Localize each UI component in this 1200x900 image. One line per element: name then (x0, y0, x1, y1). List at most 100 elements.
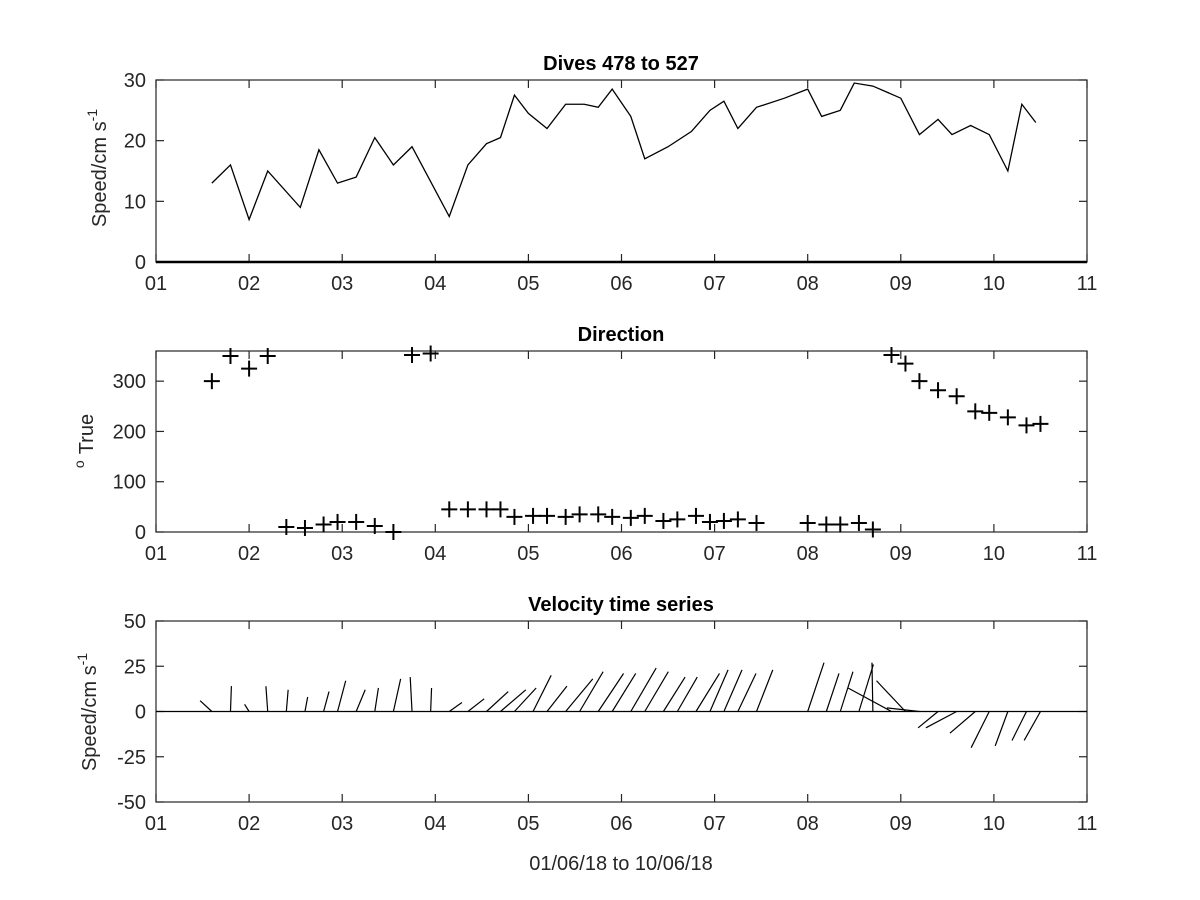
speed-x-tick-label: 03 (331, 273, 353, 295)
velocity-vector-stick (1023, 711, 1041, 741)
velocity-vector-stick (917, 711, 939, 729)
direction-data-point (1032, 415, 1049, 432)
direction-data-point (478, 501, 495, 518)
direction-data-point (701, 513, 718, 530)
velocity-vector-stick (430, 687, 433, 712)
velocity-vector-stick (737, 673, 757, 712)
speed-plot-area: 01 02 03 04 05 06 07 08 09 10 11 0 10 20 30 (124, 70, 1098, 295)
velocity-vector-stick (265, 686, 269, 712)
velocity-vector-stick (374, 687, 379, 712)
velocity-x-tick-label: 09 (890, 813, 912, 835)
velocity-vector-stick (244, 703, 250, 712)
direction-x-tick-label: 11 (1077, 543, 1098, 565)
velocity-x-tick-label: 02 (238, 813, 260, 835)
speed-x-tick-label: 10 (983, 273, 1005, 295)
velocity-vector-stick (630, 667, 657, 712)
direction-data-point (385, 524, 402, 540)
velocity-x-tick-label: 10 (983, 813, 1005, 835)
direction-data-point (799, 514, 816, 531)
direction-data-point (864, 521, 881, 538)
velocity-vector-stick (336, 680, 347, 712)
velocity-y-tick-label: 0 (135, 702, 146, 724)
velocity-x-tick-label: 08 (797, 813, 819, 835)
direction-x-tick-label: 04 (424, 543, 446, 565)
direction-x-tick-label: 05 (517, 543, 539, 565)
velocity-x-axis-label: 01/06/18 to 10/06/18 (529, 853, 713, 875)
velocity-x-tick-label: 07 (703, 813, 725, 835)
velocity-y-axis-label: Speed/cm s-1 (74, 653, 101, 771)
direction-x-tick-label: 03 (331, 543, 353, 565)
direction-data-point (622, 509, 639, 526)
direction-data-point (557, 508, 574, 525)
velocity-vector-stick (323, 691, 330, 712)
speed-y-tick-label: 10 (124, 191, 146, 213)
velocity-x-tick-label: 03 (331, 813, 353, 835)
speed-chart-title: Dives 478 to 527 (543, 53, 699, 75)
velocity-vector-stick (285, 689, 289, 712)
speed-x-tick-label: 06 (610, 273, 632, 295)
direction-data-point (525, 507, 542, 524)
velocity-vector-stick (355, 689, 366, 712)
direction-data-point (329, 513, 346, 530)
direction-data-point (492, 501, 509, 518)
velocity-y-tick-label: 50 (124, 611, 146, 633)
direction-x-tick-label: 07 (703, 543, 725, 565)
velocity-vector-stick (755, 669, 774, 712)
direction-data-point (999, 409, 1016, 426)
velocity-vector-stick (565, 678, 594, 712)
velocity-vector-stick (579, 671, 604, 712)
velocity-vector-stick (513, 687, 537, 712)
velocity-vector-stick (229, 686, 232, 712)
direction-plot-area: 01 02 03 04 05 06 07 08 09 10 11 0 100 200 300 (113, 345, 1098, 565)
direction-y-axis-label-exponent: o (71, 460, 87, 468)
direction-data-point (636, 507, 653, 524)
velocity-y-axis-label-main: Speed/cm s (79, 665, 101, 771)
speed-x-tick-label: 05 (517, 273, 539, 295)
direction-data-point (422, 345, 439, 362)
direction-data-point (655, 512, 672, 529)
velocity-x-tick-label: 04 (424, 813, 446, 835)
direction-data-point (259, 348, 276, 365)
direction-data-point (748, 514, 765, 531)
velocity-y-axis-label-exponent: -1 (74, 653, 90, 666)
velocity-vector-stick (662, 676, 686, 712)
velocity-vector-stick (448, 701, 463, 712)
direction-data-point (729, 511, 746, 528)
direction-data-point (850, 514, 867, 531)
direction-data-point (883, 347, 900, 364)
velocity-vector-stick (644, 671, 669, 712)
direction-data-point (590, 506, 607, 523)
direction-data-point (911, 373, 928, 390)
speed-y-tick-label: 0 (135, 252, 146, 274)
velocity-vector-stick (807, 662, 825, 712)
velocity-chart-title: Velocity time series (528, 594, 714, 616)
direction-chart-title: Direction (578, 324, 665, 346)
direction-data-point (222, 348, 239, 365)
velocity-vector-stick (1011, 711, 1028, 741)
velocity-vector-stick (199, 700, 213, 712)
speed-y-axis-label-exponent: -1 (84, 109, 100, 122)
speed-x-tick-label: 02 (238, 273, 260, 295)
direction-x-tick-label: 01 (145, 543, 167, 565)
speed-y-axis-label: Speed/cm s-1 (84, 109, 111, 227)
direction-y-tick-label: 200 (113, 421, 146, 443)
direction-x-tick-label: 09 (890, 543, 912, 565)
velocity-vector-stick (611, 673, 637, 712)
velocity-vector-stick (597, 673, 625, 712)
direction-data-point (366, 517, 383, 534)
direction-data-point (715, 512, 732, 529)
velocity-y-tick-label: -25 (117, 747, 146, 769)
direction-data-point (296, 519, 313, 536)
velocity-panel: Velocity time series 01 02 03 04 05 06 07 08 09 1… (74, 594, 1097, 875)
velocity-vector-stick (409, 677, 413, 712)
direction-y-axis-label: o True (71, 414, 98, 468)
direction-data-point (832, 516, 849, 533)
velocity-vector-stick (825, 673, 840, 712)
direction-data-point (1018, 417, 1035, 434)
velocity-x-tick-label: 05 (517, 813, 539, 835)
direction-data-point (967, 403, 984, 420)
velocity-vector-stick (839, 671, 854, 712)
direction-data-point (441, 501, 458, 518)
direction-data-point (348, 513, 365, 530)
